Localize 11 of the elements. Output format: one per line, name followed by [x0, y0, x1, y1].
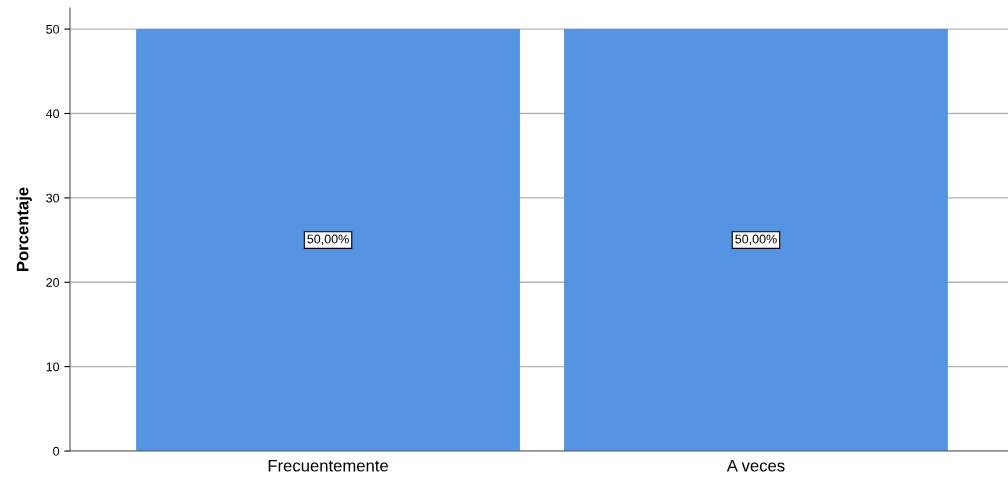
y-tick-label: 20	[46, 278, 60, 287]
data-label: 50,00%	[735, 234, 777, 245]
y-tick-label: 10	[46, 362, 60, 372]
x-tick-label: Frecuentemente	[268, 459, 388, 472]
data-label: 50,00%	[307, 234, 349, 245]
y-axis-title: Porcentaje	[16, 187, 32, 271]
y-tick-label: 40	[45, 109, 60, 119]
y-tick-label: 50	[46, 24, 60, 34]
y-tick-label: 30	[46, 193, 60, 203]
x-tick-label: A veces	[726, 459, 785, 472]
y-tick-label: 0	[53, 446, 60, 456]
